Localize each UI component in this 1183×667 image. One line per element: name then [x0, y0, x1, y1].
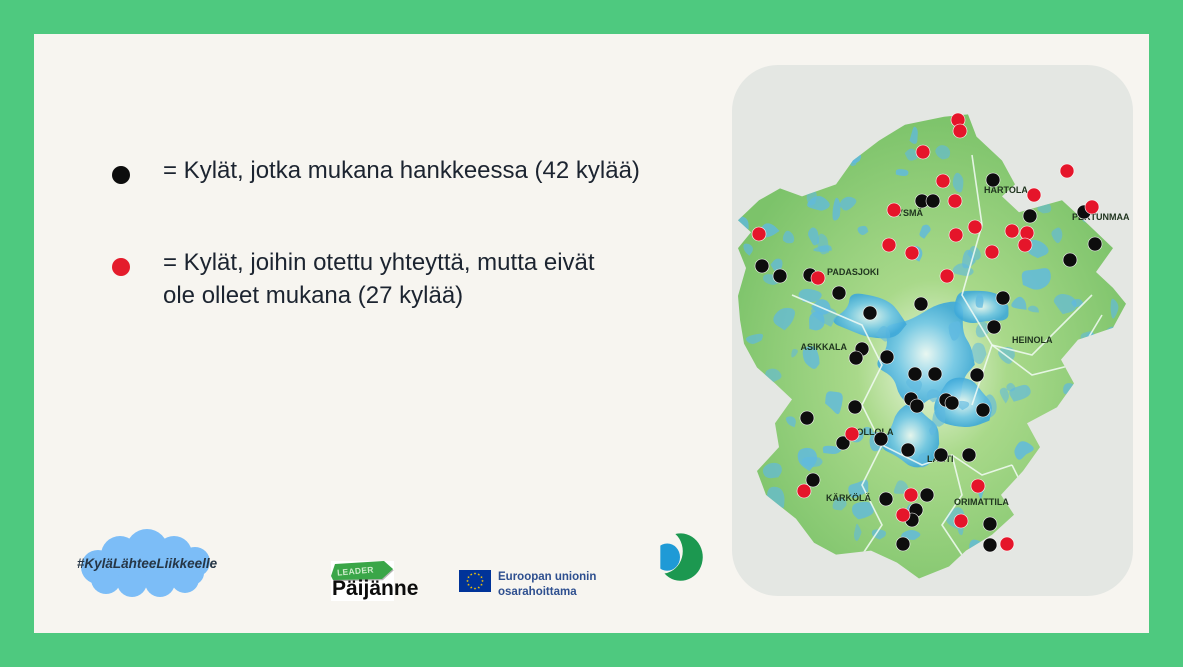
svg-text:ORIMATTILA: ORIMATTILA	[954, 497, 1009, 507]
svg-text:ASIKKALA: ASIKKALA	[801, 342, 848, 352]
svg-text:KÄRKÖLÄ: KÄRKÖLÄ	[826, 493, 871, 503]
svg-text:PADASJOKI: PADASJOKI	[827, 267, 879, 277]
svg-text:HEINOLA: HEINOLA	[1012, 335, 1053, 345]
